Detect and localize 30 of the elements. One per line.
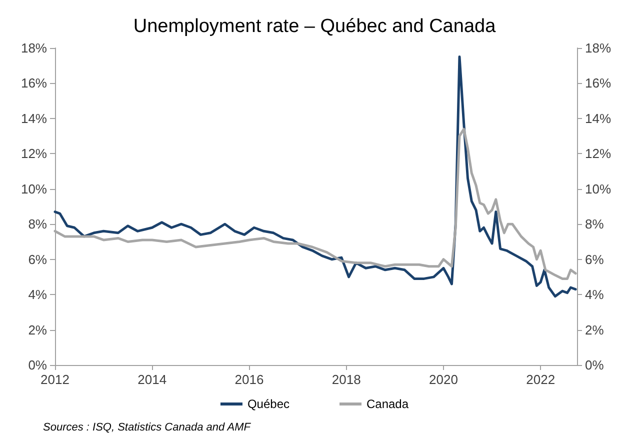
source-note: Sources : ISQ, Statistics Canada and AMF [43, 422, 252, 434]
x-tick-label: 2016 [234, 372, 264, 387]
x-tick-label: 2022 [526, 372, 556, 387]
y-tick-label: 14% [20, 110, 48, 126]
y2-tick-label: 10% [585, 181, 612, 196]
legend-label: Canada [366, 397, 409, 411]
y2-tick-label: 18% [585, 40, 612, 56]
y2-tick-label: 16% [585, 76, 612, 91]
y-tick-label: 6% [28, 252, 48, 267]
y2-tick-label: 14% [585, 110, 612, 126]
y2-tick-label: 8% [585, 216, 604, 232]
y2-tick-label: 12% [585, 146, 612, 162]
y2-tick-label: 6% [585, 252, 604, 267]
y-tick-label: 18% [20, 40, 48, 56]
x-tick-label: 2018 [332, 372, 361, 387]
chart-title: Unemployment rate – Québec and Canada [133, 16, 496, 37]
x-tick-label: 2012 [40, 372, 70, 387]
y-tick-label: 2% [28, 322, 48, 338]
y-tick-label: 16% [20, 76, 48, 91]
x-tick-label: 2020 [429, 372, 458, 387]
y-tick-label: 10% [20, 181, 48, 196]
y-tick-label: 8% [28, 216, 48, 232]
y-tick-label: 4% [28, 287, 48, 302]
y-tick-label: 0% [28, 358, 48, 372]
y-tick-label: 12% [20, 146, 48, 162]
y2-tick-label: 0% [585, 358, 604, 372]
legend-label: Québec [247, 397, 290, 411]
y2-tick-label: 4% [585, 287, 604, 302]
y2-tick-label: 2% [585, 322, 604, 338]
x-tick-label: 2014 [138, 372, 167, 387]
